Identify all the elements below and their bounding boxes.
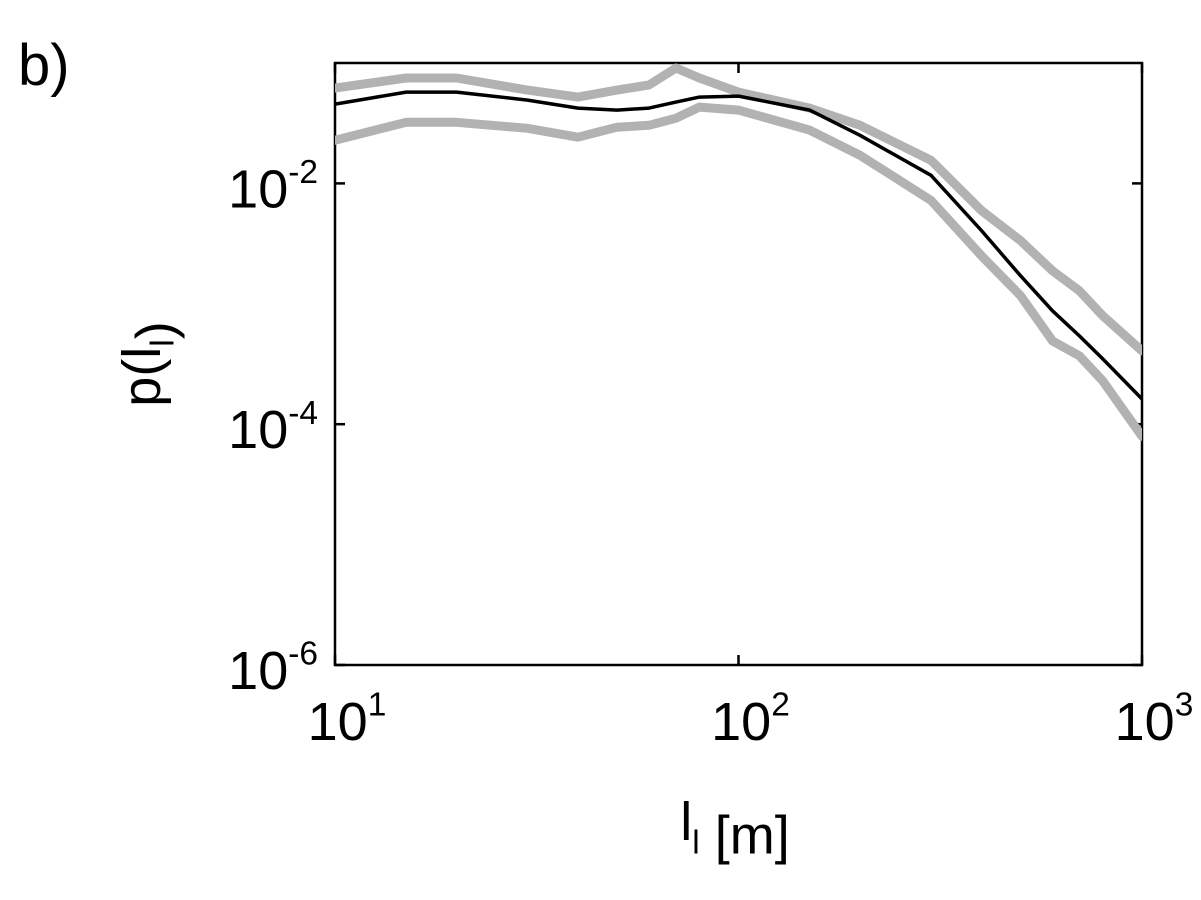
y-tick-label: 10-6 bbox=[228, 636, 318, 701]
plot-frame bbox=[333, 61, 1144, 667]
series-line bbox=[335, 102, 1142, 441]
y-axis-label: p(ll) bbox=[112, 321, 186, 406]
y-tick-label: 10-2 bbox=[228, 154, 318, 219]
y-tick-label: 10-4 bbox=[228, 395, 318, 460]
x-axis-label: ll [m] bbox=[680, 792, 789, 866]
x-tick-label: 101 bbox=[308, 687, 387, 752]
x-tick-label: 102 bbox=[711, 687, 790, 752]
panel-label: b) bbox=[18, 33, 70, 98]
series-line bbox=[335, 90, 1142, 401]
series-line bbox=[335, 63, 1142, 356]
x-tick-label: 103 bbox=[1115, 687, 1194, 752]
